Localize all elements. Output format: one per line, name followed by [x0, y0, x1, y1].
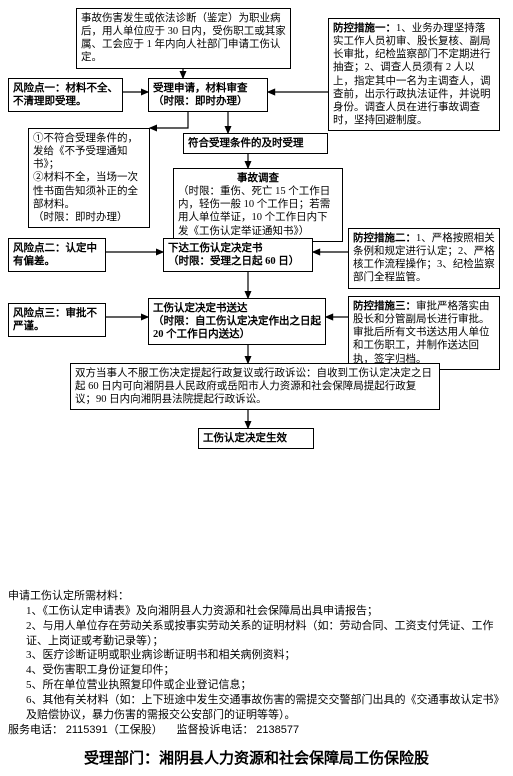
box-appeal: 双方当事人不服工伤决定提起行政复议或行政诉讼：自收到工伤认定决定之日起 60 日…	[70, 363, 440, 410]
box-prev2: 防控措施二：1、严格按照相关条例和规定进行认定；2、严格核工作流程操作；3、纪检…	[348, 228, 500, 289]
required-materials: 申请工伤认定所需材料： 1、《工伤认定申请表》及向湘阴县人力资源和社会保障局出具…	[8, 589, 505, 737]
box-start: 事故伤害发生或依法诊断（鉴定）为职业病后，用人单位应于 30 日内，受伤职工或其…	[76, 8, 291, 69]
box-apply: 受理申请，材料审查（时限：即时办理）	[148, 78, 268, 112]
box-risk1: 风险点一：材料不全、不清理即受理。	[8, 78, 123, 112]
notes-item: 4、受伤害职工身份证复印件；	[8, 663, 505, 678]
notes-item: 3、医疗诊断证明或职业病诊断证明书和相关病例资料；	[8, 648, 505, 663]
box-invest: 事故调查（时限：重伤、死亡 15 个工作日内，轻伤一般 10 个工作日；若需用人…	[173, 168, 343, 242]
box-fit: 符合受理条件的及时受理	[183, 133, 328, 154]
flowchart-canvas: 事故伤害发生或依法诊断（鉴定）为职业病后，用人单位应于 30 日内，受伤职工或其…	[8, 8, 505, 583]
box-risk3: 风险点三：审批不严谨。	[8, 303, 106, 337]
box-decide: 下达工伤认定决定书（时限：受理之日起 60 日）	[163, 238, 313, 272]
box-final: 工伤认定决定生效	[198, 428, 314, 449]
box-notfit: ①不符合受理条件的，发给《不予受理通知书》；②材料不全，当场一次性书面告知须补正…	[28, 128, 150, 228]
notes-item: 1、《工伤认定申请表》及向湘阴县人力资源和社会保障局出具申请报告；	[8, 604, 505, 619]
footer-department: 受理部门：湘阴县人力资源和社会保障局工伤保险股	[8, 747, 505, 768]
notes-item: 2、与用人单位存在劳动关系或按事实劳动关系的证明材料（如：劳动合同、工资支付凭证…	[8, 619, 505, 649]
box-risk2: 风险点二：认定中有偏差。	[8, 238, 106, 272]
phone-line: 服务电话： 2115391（工保股） 监督投诉电话： 2138577	[8, 723, 505, 738]
notes-heading: 申请工伤认定所需材料：	[8, 589, 505, 604]
notes-item: 6、其他有关材料（如：上下班途中发生交通事故伤害的需提交交警部门出具的《交通事故…	[8, 693, 505, 723]
box-prev1: 防控措施一：1、业务办理坚持落实工作人员初审、股长复核、副局长审批，纪检监察部门…	[328, 18, 500, 131]
box-deliver: 工伤认定决定书送达（时限：自工伤认定决定作出之日起 20 个工作日内送达）	[148, 298, 326, 345]
box-prev3: 防控措施三：审批严格落实由股长和分管副局长进行审批。审批后所有文书送达用人单位和…	[348, 296, 500, 370]
